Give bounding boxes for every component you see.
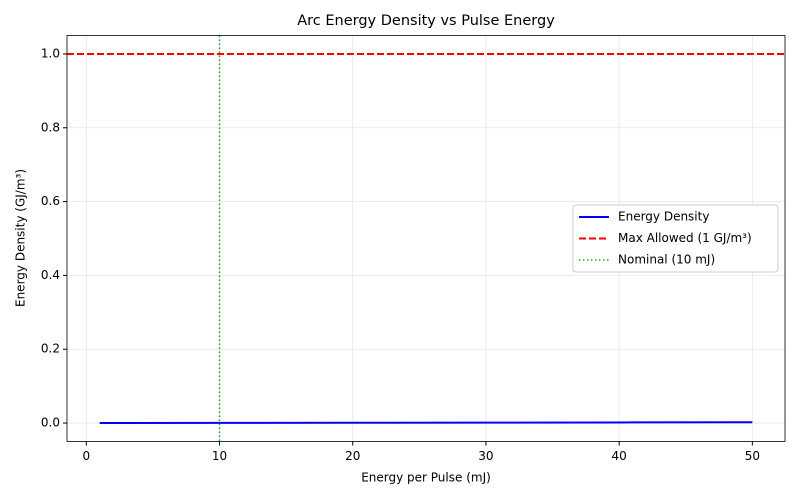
x-axis-label: Energy per Pulse (mJ) <box>361 471 491 485</box>
y-tick-label: 0.2 <box>41 342 60 356</box>
legend-label: Max Allowed (1 GJ/m³) <box>618 231 752 245</box>
legend-label: Energy Density <box>618 210 709 224</box>
x-tick-label: 20 <box>345 449 360 463</box>
y-tick-label: 0.8 <box>41 120 60 134</box>
x-tick-label: 0 <box>82 449 90 463</box>
data-line <box>99 421 753 425</box>
chart-title: Arc Energy Density vs Pulse Energy <box>297 13 555 29</box>
x-tick-label: 10 <box>212 449 227 463</box>
y-tick-label: 1.0 <box>41 46 60 60</box>
x-tick-label: 50 <box>745 449 760 463</box>
legend-box <box>572 204 779 273</box>
y-tick-label: 0.0 <box>41 416 60 430</box>
y-tick-label: 0.4 <box>41 268 60 282</box>
plot-frame <box>66 35 786 442</box>
y-tick-label: 0.6 <box>41 194 60 208</box>
x-tick-label: 30 <box>478 449 493 463</box>
y-axis-label: Energy Density (GJ/m³) <box>14 169 28 307</box>
x-tick-label: 40 <box>612 449 627 463</box>
legend-label: Nominal (10 mJ) <box>618 253 715 267</box>
